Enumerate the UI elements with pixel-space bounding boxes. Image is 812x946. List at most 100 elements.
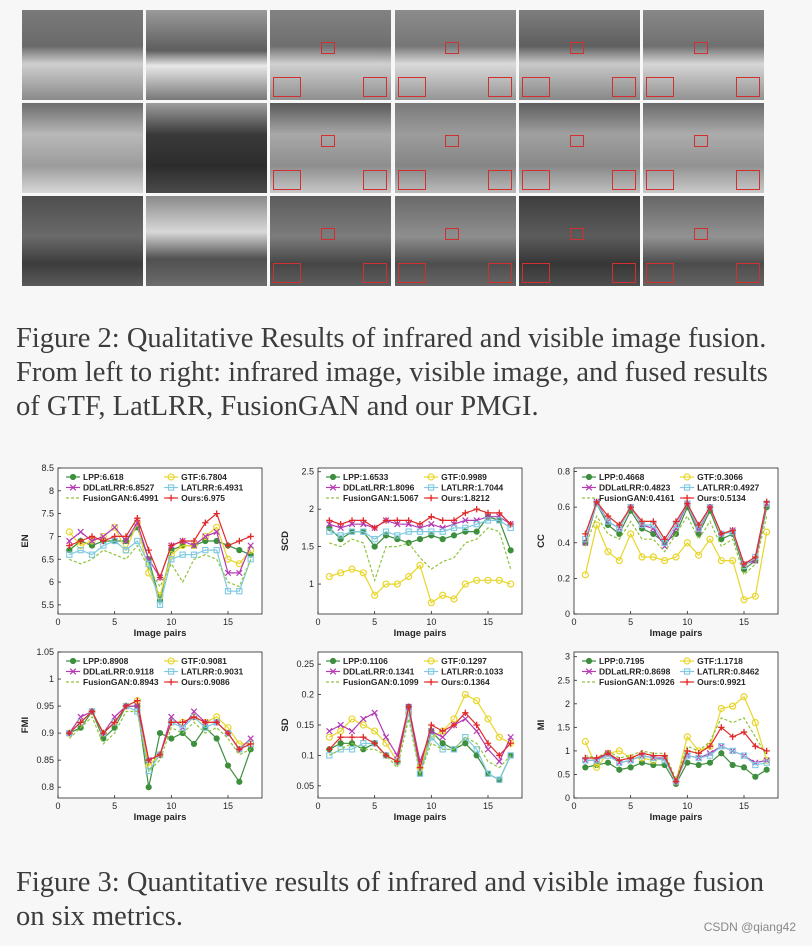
data-point — [507, 733, 514, 741]
data-point — [348, 565, 356, 573]
data-point — [382, 739, 390, 747]
data-point — [427, 599, 435, 607]
data-point — [66, 542, 73, 549]
data-point — [717, 556, 725, 565]
data-point — [337, 524, 344, 532]
y-tick-label: 8.5 — [41, 463, 54, 473]
y-tick-label: 3 — [565, 652, 570, 662]
y-tick-label: 1 — [565, 746, 570, 756]
data-point — [439, 591, 447, 599]
legend-entry: GTF:0.1297 — [441, 656, 487, 666]
zoom-box — [645, 77, 674, 97]
chart-cc: 0 0.2 0.4 0.6 0.8 0 5 10 15 Image pairs CC LPP:0.46… — [536, 467, 779, 639]
data-point — [213, 528, 220, 536]
data-point — [495, 576, 503, 584]
fusion-image-r1-c5 — [518, 10, 640, 100]
data-point — [179, 537, 186, 545]
data-point — [706, 742, 714, 750]
data-point — [604, 512, 612, 520]
legend-entry: DDLatLRR:0.8698 — [599, 667, 671, 677]
data-point — [428, 528, 435, 535]
data-point — [752, 553, 759, 561]
data-point — [427, 678, 435, 686]
data-point — [360, 517, 367, 524]
series-ours — [66, 697, 254, 764]
data-point — [236, 588, 243, 595]
data-point — [145, 756, 152, 764]
series-fusiongan — [68, 710, 251, 773]
data-point — [427, 484, 435, 491]
data-point — [752, 773, 759, 780]
zoom-box — [521, 170, 550, 190]
data-point — [473, 721, 480, 729]
zoom-box — [569, 41, 584, 54]
legend-entry: Ours:0.5134 — [697, 493, 746, 503]
legend-entry: LPP:6.618 — [83, 472, 124, 482]
legend-entry: FusionGAN:0.8943 — [83, 677, 159, 687]
data-point — [88, 551, 96, 558]
data-point — [371, 709, 378, 717]
legend-entry: LPP:1.6533 — [343, 472, 389, 482]
data-point — [111, 523, 119, 531]
y-tick-label: 0.4 — [557, 538, 570, 548]
x-tick-label: 10 — [682, 801, 692, 811]
data-point — [156, 574, 164, 581]
fusion-image-r3-c3 — [270, 196, 392, 286]
data-point — [179, 551, 186, 558]
x-tick-label: 10 — [166, 801, 176, 811]
zoom-box — [445, 227, 460, 240]
data-point — [326, 528, 333, 535]
data-point — [427, 657, 435, 665]
data-point — [167, 668, 175, 675]
data-point — [348, 727, 356, 735]
y-axis-label: MI — [536, 720, 547, 731]
legend-entry: Ours:0.9921 — [697, 677, 746, 687]
data-point — [360, 740, 367, 747]
data-point — [582, 764, 589, 771]
data-point — [616, 757, 623, 764]
data-point — [371, 591, 379, 599]
data-point — [484, 509, 492, 517]
legend: LPP:6.618 GTF:6.7804 DDLatLRR:6.8527 LATLRR… — [66, 472, 244, 503]
data-point — [167, 678, 175, 686]
y-tick-label: 0 — [565, 609, 570, 619]
data-point — [439, 740, 446, 747]
data-point — [763, 498, 770, 506]
data-point — [729, 527, 736, 534]
fusion-image-r2-c5 — [518, 103, 640, 193]
data-point — [450, 520, 458, 528]
data-point — [337, 532, 344, 539]
data-point — [213, 523, 221, 531]
data-point — [507, 580, 515, 588]
data-point — [650, 530, 657, 537]
legend-entry: LATLRR:0.8462 — [697, 667, 759, 677]
data-point — [695, 750, 702, 757]
series-ours — [582, 724, 770, 785]
data-point — [167, 473, 175, 481]
data-point — [122, 702, 130, 710]
data-point — [627, 530, 635, 538]
y-tick-label: 1.5 — [557, 722, 570, 732]
data-point — [616, 521, 623, 529]
chart-mi: 0 0.5 1 1.5 2 2.5 3 0 5 10 15 Image pairs MI LPP:0.71… — [536, 651, 779, 823]
data-point — [416, 524, 424, 532]
data-point — [69, 657, 77, 665]
zoom-box — [273, 263, 302, 283]
data-point — [683, 733, 691, 741]
zoom-box — [735, 170, 760, 190]
data-point — [202, 719, 209, 726]
data-point — [405, 709, 412, 716]
data-point — [638, 518, 646, 525]
fusion-image-r2-c4 — [394, 103, 516, 193]
data-point — [462, 715, 469, 723]
y-tick-label: 0.6 — [557, 502, 570, 512]
zoom-box — [487, 263, 512, 283]
data-point — [100, 533, 107, 540]
legend-entry: LATLRR:1.7044 — [441, 483, 503, 493]
x-tick-label: 5 — [112, 617, 117, 627]
legend-entry: FusionGAN:0.4161 — [599, 493, 675, 503]
fusion-image-r2-c2 — [146, 103, 268, 193]
data-point — [740, 693, 748, 701]
zoom-box — [611, 263, 636, 283]
x-tick-label: 15 — [483, 801, 493, 811]
